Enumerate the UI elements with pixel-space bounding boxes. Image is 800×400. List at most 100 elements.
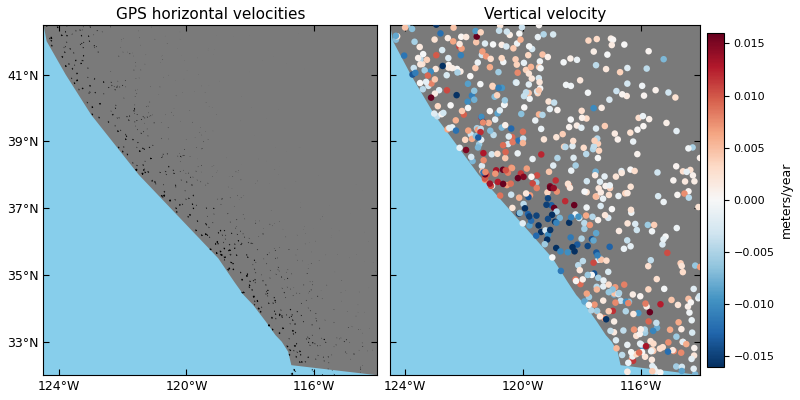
Point: [616, 352, 629, 358]
Point: [534, 85, 546, 92]
Point: [621, 368, 634, 375]
Point: [474, 137, 487, 143]
Point: [661, 250, 674, 256]
Point: [490, 167, 502, 174]
Point: [590, 36, 603, 42]
Point: [617, 327, 630, 334]
Y-axis label: meters/year: meters/year: [780, 162, 793, 238]
Point: [472, 134, 485, 141]
Point: [589, 172, 602, 178]
Point: [670, 225, 683, 231]
Point: [622, 300, 634, 306]
Point: [476, 168, 489, 175]
Point: [498, 101, 511, 108]
Point: [573, 215, 586, 221]
Point: [471, 127, 484, 133]
Point: [670, 163, 682, 170]
Point: [575, 236, 588, 242]
Point: [640, 303, 653, 310]
Point: [654, 369, 666, 376]
Point: [646, 363, 658, 369]
Point: [498, 97, 511, 104]
Point: [414, 80, 426, 86]
Point: [682, 145, 694, 152]
Point: [638, 326, 651, 333]
Point: [542, 168, 555, 175]
Point: [518, 205, 531, 212]
Point: [621, 220, 634, 226]
Point: [429, 76, 442, 82]
Point: [441, 87, 454, 94]
Polygon shape: [390, 24, 701, 375]
Point: [551, 155, 564, 161]
Point: [634, 340, 646, 347]
Point: [462, 98, 474, 105]
Point: [624, 243, 637, 250]
Point: [631, 126, 644, 133]
Point: [477, 119, 490, 125]
Point: [647, 340, 660, 347]
Point: [550, 245, 562, 251]
Point: [532, 222, 545, 228]
Point: [642, 116, 655, 122]
Point: [574, 267, 586, 273]
Point: [621, 190, 634, 196]
Point: [597, 298, 610, 304]
Point: [606, 206, 618, 212]
Point: [446, 65, 458, 71]
Point: [682, 188, 695, 194]
Point: [624, 166, 637, 173]
Point: [450, 117, 462, 124]
Point: [600, 316, 613, 322]
Point: [646, 228, 658, 234]
Point: [636, 349, 649, 355]
Point: [634, 331, 646, 337]
Point: [601, 52, 614, 58]
Point: [422, 83, 435, 89]
Point: [502, 133, 515, 140]
Point: [499, 149, 512, 155]
Point: [590, 286, 603, 293]
Point: [606, 286, 619, 293]
Point: [506, 134, 518, 140]
Point: [526, 46, 538, 52]
Point: [658, 56, 670, 62]
Point: [494, 22, 506, 29]
Point: [455, 34, 468, 40]
Point: [635, 341, 648, 348]
Point: [534, 229, 547, 235]
Point: [484, 56, 497, 62]
Point: [543, 106, 556, 112]
Point: [488, 94, 501, 100]
Point: [626, 138, 639, 145]
Point: [688, 352, 701, 359]
Point: [689, 262, 702, 269]
Point: [670, 128, 683, 134]
Point: [522, 211, 534, 217]
Point: [580, 178, 593, 184]
Point: [487, 132, 500, 138]
Point: [578, 188, 591, 195]
Point: [692, 204, 705, 210]
Point: [464, 73, 477, 79]
Point: [612, 291, 625, 297]
Point: [480, 53, 493, 60]
Point: [533, 79, 546, 85]
Point: [495, 85, 508, 91]
Point: [602, 215, 614, 221]
Point: [608, 318, 621, 325]
Point: [632, 115, 645, 121]
Point: [486, 151, 498, 158]
Point: [630, 333, 642, 339]
Point: [550, 208, 563, 215]
Point: [470, 125, 483, 131]
Point: [590, 125, 602, 132]
Point: [650, 320, 662, 326]
Point: [442, 64, 455, 71]
Point: [582, 90, 594, 96]
Point: [613, 228, 626, 234]
Point: [621, 369, 634, 375]
Point: [575, 108, 588, 114]
Point: [519, 67, 532, 73]
Point: [418, 67, 431, 74]
